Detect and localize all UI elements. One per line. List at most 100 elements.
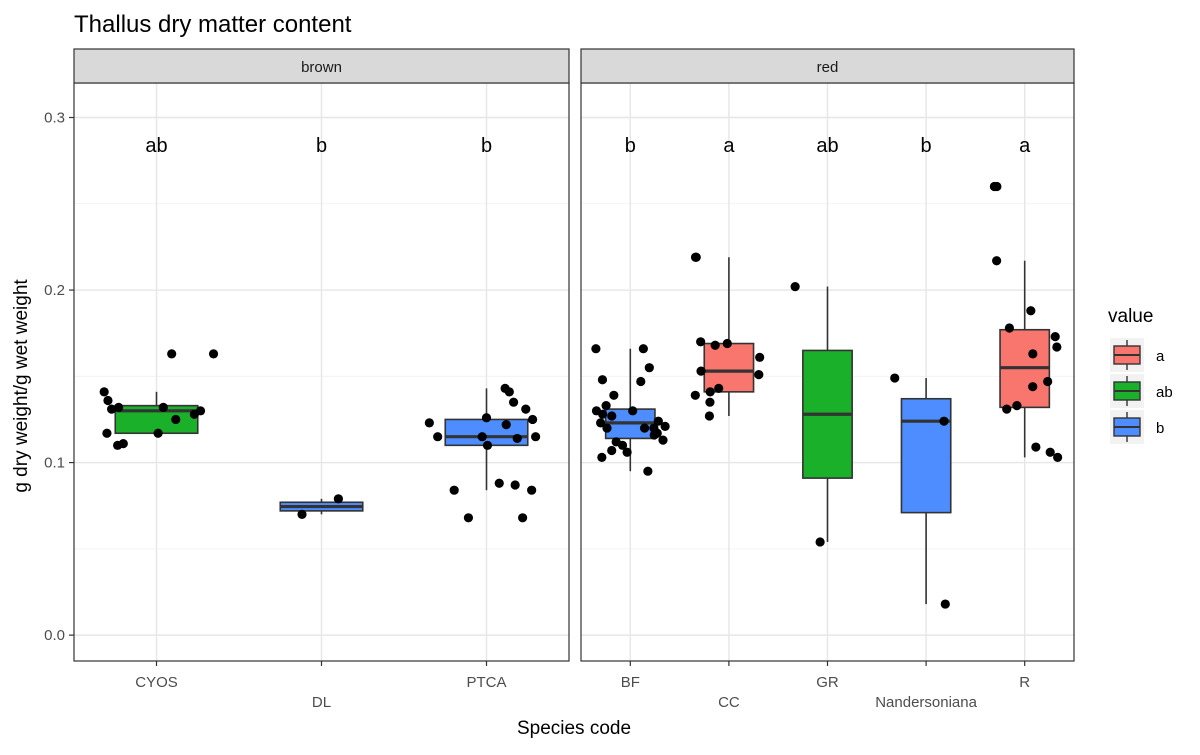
y-tick-label: 0.3 bbox=[44, 110, 65, 127]
data-point bbox=[1050, 332, 1060, 342]
data-point bbox=[208, 349, 219, 359]
data-point bbox=[653, 416, 663, 426]
legend-label: b bbox=[1156, 420, 1164, 437]
data-point bbox=[691, 252, 701, 262]
facet-panel-red: b a ab b a red BF CC GR Nandersoniana R bbox=[580, 48, 1075, 711]
data-point bbox=[649, 430, 659, 440]
data-point bbox=[1004, 323, 1015, 333]
data-point bbox=[992, 181, 1002, 192]
data-point bbox=[508, 397, 519, 407]
data-point bbox=[658, 435, 668, 445]
data-point bbox=[158, 402, 168, 412]
facet-panel-brown: ab b b brown CYOS DL PTCA bbox=[73, 48, 570, 711]
data-point bbox=[107, 404, 117, 414]
x-axis-title: Species code bbox=[517, 718, 631, 739]
group-letter-label: b bbox=[625, 135, 636, 157]
data-point bbox=[527, 485, 537, 495]
group-letter-label: a bbox=[723, 135, 735, 157]
data-point bbox=[639, 423, 650, 433]
legend-entry-b: b bbox=[1110, 410, 1164, 444]
category-PTCA: b bbox=[424, 135, 541, 523]
data-point bbox=[521, 404, 531, 414]
data-point bbox=[494, 478, 504, 488]
legend: value a ab b bbox=[1108, 306, 1173, 444]
y-tick-label: 0.2 bbox=[44, 282, 65, 299]
data-point bbox=[512, 433, 522, 444]
data-point bbox=[597, 375, 608, 385]
data-point bbox=[1043, 376, 1053, 387]
data-point bbox=[705, 397, 715, 407]
data-point bbox=[617, 440, 628, 450]
data-point bbox=[598, 409, 608, 419]
category-DL: b bbox=[279, 135, 364, 519]
data-point bbox=[710, 340, 720, 350]
data-point bbox=[167, 349, 177, 359]
facet-strip bbox=[73, 48, 570, 84]
data-point bbox=[755, 352, 765, 362]
data-point bbox=[189, 409, 199, 419]
data-point bbox=[815, 537, 825, 547]
x-tick-label: CC bbox=[718, 694, 740, 711]
data-point bbox=[609, 390, 619, 400]
data-point bbox=[939, 416, 949, 426]
x-tick-label: CYOS bbox=[135, 674, 178, 691]
category-R: a bbox=[989, 135, 1063, 463]
y-tick-label: 0.0 bbox=[44, 627, 65, 644]
data-point bbox=[103, 395, 113, 406]
data-point bbox=[171, 414, 181, 425]
data-point bbox=[333, 494, 343, 504]
data-point bbox=[628, 406, 638, 416]
data-point bbox=[528, 414, 538, 425]
group-letter-label: ab bbox=[145, 135, 167, 157]
data-point bbox=[622, 447, 632, 457]
data-point bbox=[597, 452, 607, 463]
category-CYOS: ab bbox=[99, 135, 219, 450]
data-point bbox=[644, 363, 654, 373]
data-point bbox=[518, 513, 528, 523]
data-point bbox=[1045, 447, 1055, 457]
x-tick-label: Nandersoniana bbox=[875, 694, 977, 711]
data-point bbox=[1012, 401, 1022, 411]
data-point bbox=[596, 418, 606, 428]
category-Nandersoniana: b bbox=[890, 135, 952, 609]
data-point bbox=[643, 466, 653, 476]
x-tick-label: GR bbox=[816, 674, 839, 691]
data-point bbox=[449, 485, 459, 495]
data-point bbox=[638, 344, 648, 354]
x-tick-label: BF bbox=[621, 674, 640, 691]
data-point bbox=[607, 445, 617, 456]
data-point bbox=[504, 387, 514, 397]
data-point bbox=[114, 402, 124, 412]
legend-title: value bbox=[1108, 306, 1153, 327]
group-letter-label: ab bbox=[816, 135, 838, 157]
data-point bbox=[99, 387, 109, 397]
data-point bbox=[601, 401, 611, 411]
facet-strip-label: red bbox=[817, 59, 839, 76]
data-point bbox=[433, 432, 443, 442]
chart-title: Thallus dry matter content bbox=[74, 11, 352, 38]
data-point bbox=[591, 344, 601, 354]
data-point bbox=[660, 421, 670, 431]
x-tick-label: R bbox=[1019, 674, 1030, 691]
y-tick-label: 0.1 bbox=[44, 455, 65, 472]
data-point bbox=[940, 599, 950, 609]
data-point bbox=[607, 411, 617, 421]
data-point bbox=[113, 440, 123, 450]
data-point bbox=[696, 337, 706, 347]
data-point bbox=[1028, 349, 1038, 359]
group-letter-label: b bbox=[316, 135, 327, 157]
data-point bbox=[602, 423, 612, 433]
data-point bbox=[297, 509, 307, 519]
data-point bbox=[481, 413, 492, 423]
data-point bbox=[704, 411, 715, 421]
data-point bbox=[992, 256, 1002, 266]
data-point bbox=[754, 369, 764, 380]
data-point bbox=[501, 420, 511, 430]
data-point bbox=[424, 418, 434, 428]
category-GR: ab bbox=[790, 135, 853, 547]
data-point bbox=[705, 387, 715, 397]
facet-strip bbox=[580, 48, 1075, 84]
category-BF: b bbox=[591, 135, 670, 476]
